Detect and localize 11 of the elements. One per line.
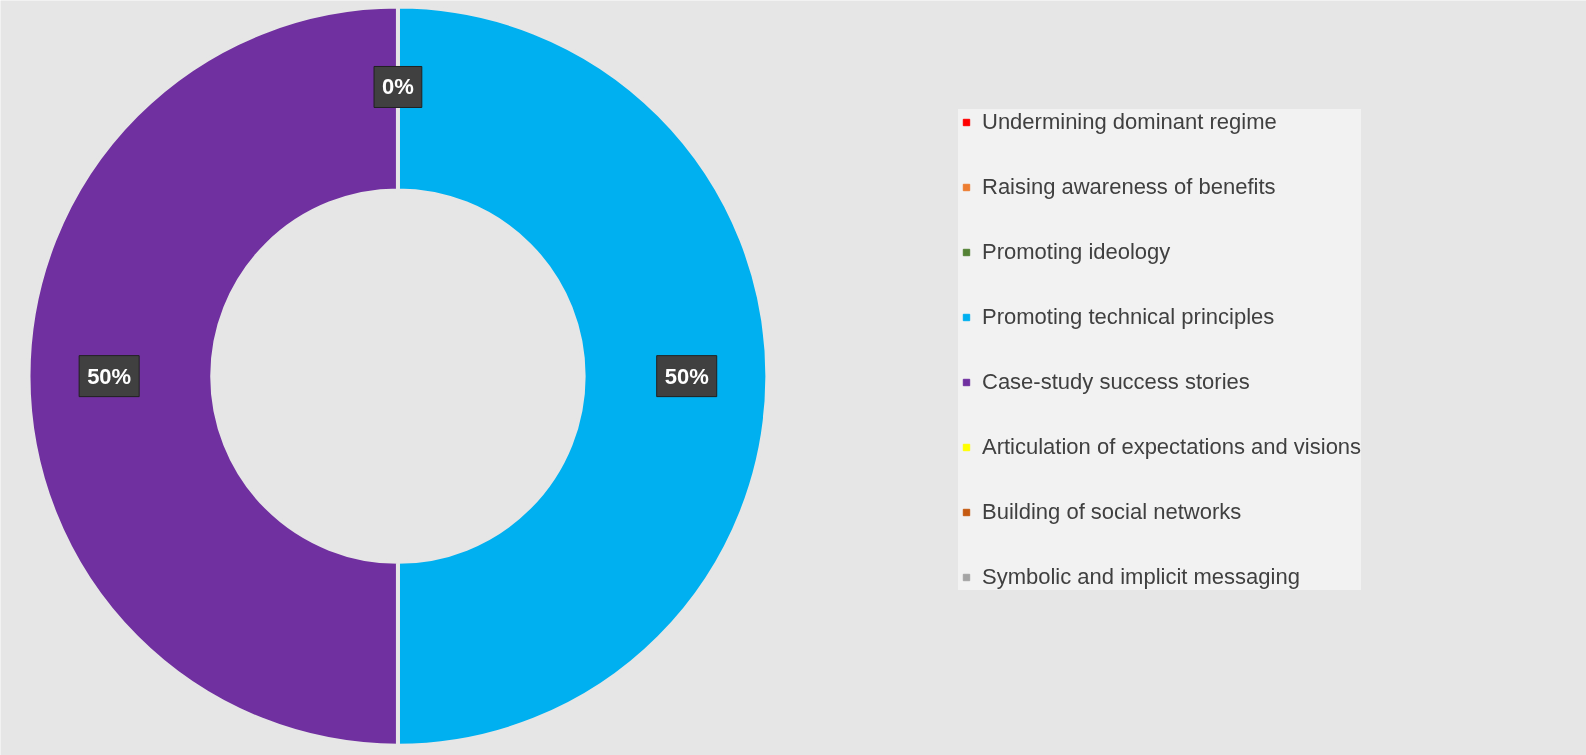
- legend-label: Symbolic and implicit messaging: [982, 564, 1300, 590]
- legend-label: Promoting ideology: [982, 239, 1171, 265]
- text: 0%: [382, 74, 414, 100]
- legend-label: Promoting technical principles: [982, 304, 1275, 330]
- legend-label: Articulation of expectations and visions: [982, 434, 1362, 460]
- legend-label: Undermining dominant regime: [982, 109, 1277, 135]
- legend-label: Raising awareness of benefits: [982, 174, 1276, 200]
- data-label: 50%: [664, 363, 709, 389]
- legend-label: Case-study success stories: [982, 369, 1250, 395]
- legend-label: Building of social networks: [982, 499, 1242, 525]
- data-label: 50%: [87, 363, 132, 389]
